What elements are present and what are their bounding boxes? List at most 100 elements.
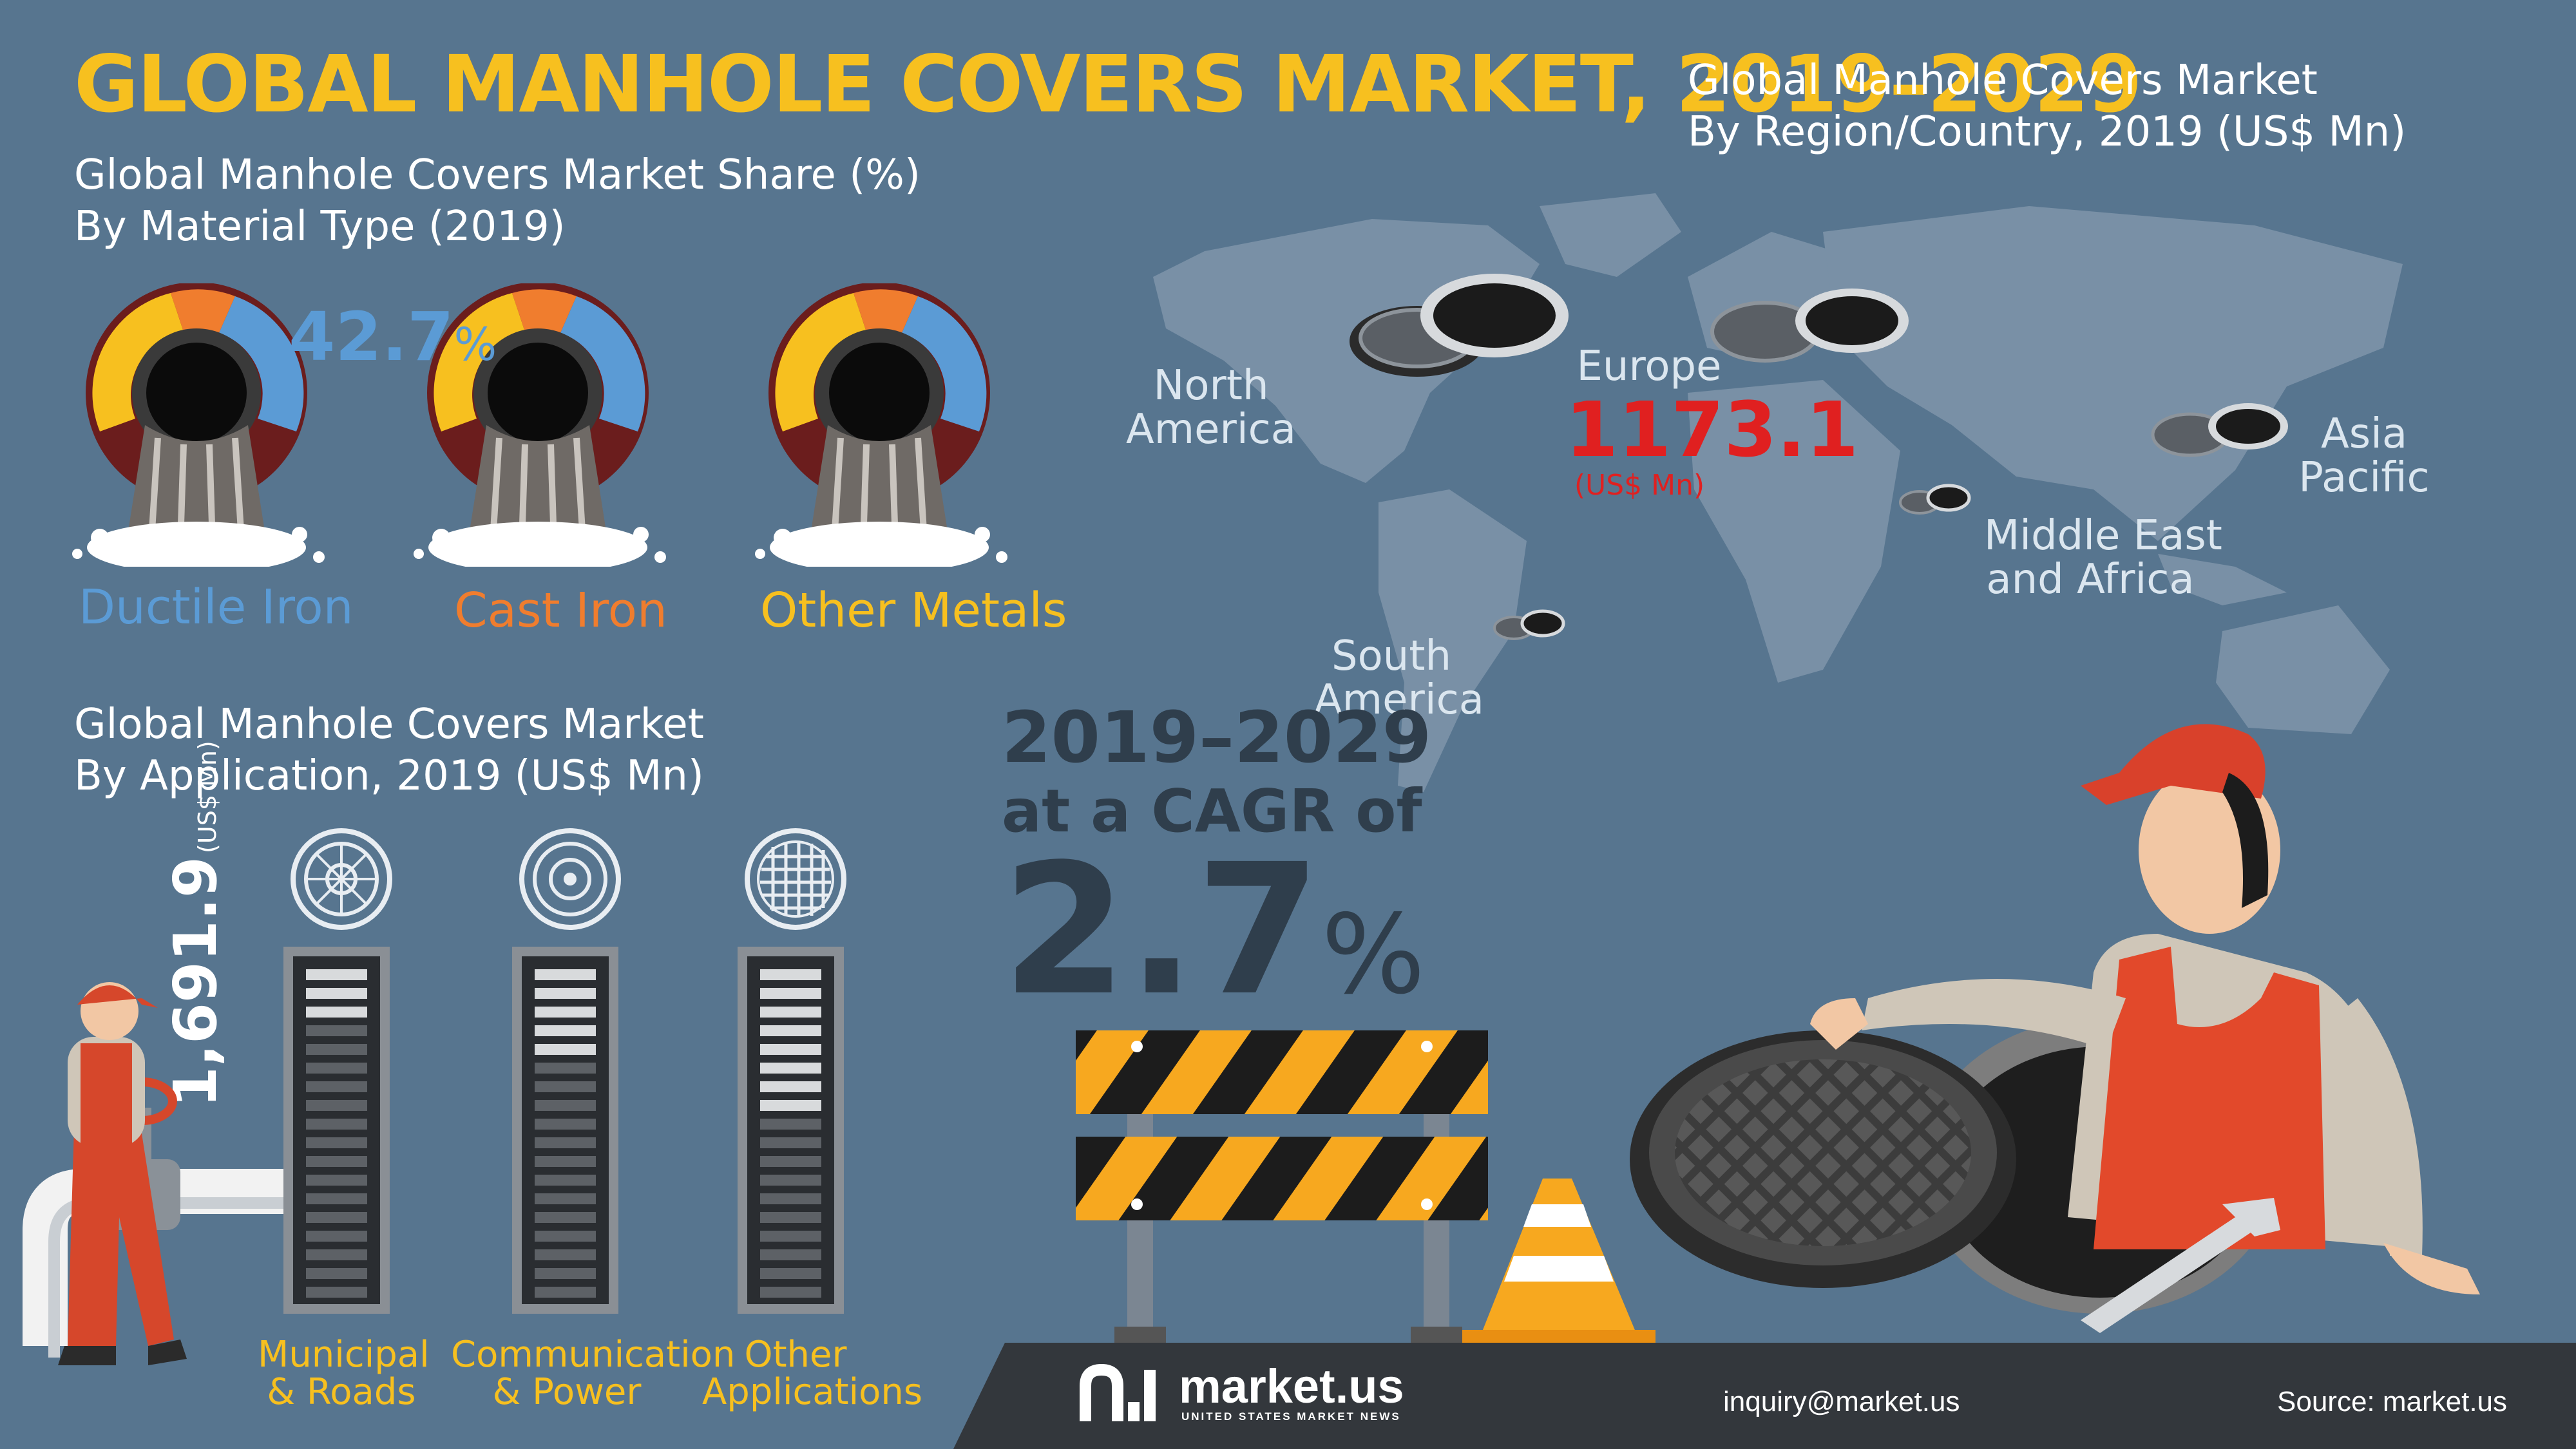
bar-other-applications-segment <box>760 1249 821 1260</box>
ductile-share-unit: % <box>453 318 497 371</box>
bar-communication-power-segment <box>535 1231 596 1242</box>
manhole-icon-other <box>745 828 846 930</box>
bar-communication-power-segment <box>535 1268 596 1279</box>
map-asia <box>1823 206 2403 541</box>
ductile-iron-gauge <box>72 283 325 567</box>
cagr-label: at a CAGR of <box>1002 777 1422 846</box>
europe-covers <box>1710 289 1909 363</box>
material-title-line2: By Material Type (2019) <box>74 203 566 251</box>
mea-covers <box>1899 484 1971 515</box>
valve-worker-illustration <box>23 982 296 1365</box>
footer-tagline: UNITED STATES MARKET NEWS <box>1181 1410 1401 1423</box>
bar-other-applications-segment <box>760 1212 821 1223</box>
bar-communication-power-segment <box>535 1212 596 1223</box>
na-covers <box>1350 274 1569 377</box>
asia-covers <box>2151 403 2288 457</box>
application-section-title: Global Manhole Covers Market By Applicat… <box>74 699 704 802</box>
region-asia-pacific: Asia Pacific <box>2298 410 2430 502</box>
bar-municipal-roads-segment <box>306 1063 367 1074</box>
material-gauges <box>64 283 1044 567</box>
bar-other-applications-segment <box>760 1156 821 1167</box>
bar-communication-power-segment <box>535 1007 596 1018</box>
bar-communication-power-segment <box>535 1063 596 1074</box>
bar-municipal-roads-segment <box>306 1175 367 1186</box>
region-north-america: North America <box>1126 362 1296 453</box>
bar-communication-power-segment <box>535 1081 596 1092</box>
region-section-title: Global Manhole Covers Market By Region/C… <box>1688 55 2406 158</box>
footer-source: Source: market.us <box>2277 1386 2508 1417</box>
europe-value: 1173.1 <box>1565 385 1859 474</box>
application-bars <box>283 828 846 1314</box>
bar-other-applications-segment <box>760 1025 821 1036</box>
footer-bar <box>953 1343 2576 1449</box>
footer-email-link[interactable]: inquiry@market.us <box>1723 1386 1960 1417</box>
bar-other-applications-segment <box>760 1193 821 1204</box>
bar-municipal-roads-segment <box>306 969 367 980</box>
bar-municipal-roads-segment <box>306 1044 367 1055</box>
bar-municipal-roads-segment <box>306 1212 367 1223</box>
bar-municipal-roads-segment <box>306 1007 367 1018</box>
bar-other-applications-segment <box>760 1231 821 1242</box>
barrier-board-bottom <box>1076 1137 1488 1220</box>
label-cast-iron: Cast Iron <box>454 583 667 638</box>
bar-communication-power-segment <box>535 1249 596 1260</box>
bar-other-applications-segment <box>760 988 821 999</box>
region-title-line2: By Region/Country, 2019 (US$ Mn) <box>1688 108 2407 156</box>
ductile-share-number: 42.7 <box>289 298 454 376</box>
bar-municipal-roads-segment <box>306 988 367 999</box>
manhole-icon-municipal <box>291 828 392 930</box>
bar-municipal-roads-segment <box>306 1249 367 1260</box>
wrench <box>2081 1217 2255 1333</box>
bar-communication-power-segment <box>535 1156 596 1167</box>
bar-communication-power-segment <box>535 1119 596 1130</box>
bar-communication-power-segment <box>535 1044 596 1055</box>
bar-other-applications-segment <box>760 1137 821 1148</box>
bar-municipal-roads-segment <box>306 1193 367 1204</box>
bar-communication-power-segment <box>535 1193 596 1204</box>
cagr-period: 2019–2029 <box>1002 696 1432 779</box>
bar-municipal-roads-segment <box>306 1025 367 1036</box>
construction-scene <box>1076 724 2480 1346</box>
bar-other-applications-segment <box>760 1063 821 1074</box>
europe-value-unit: (US$ Mn) <box>1574 469 1705 502</box>
footer-brand: market.us <box>1179 1359 1404 1413</box>
application-title-line2: By Application, 2019 (US$ Mn) <box>74 752 704 800</box>
bar-communication-power-segment <box>535 1137 596 1148</box>
label-other-applications: Other Applications <box>702 1334 923 1413</box>
bar-communication-power-segment <box>535 969 596 980</box>
bar-municipal-roads-segment <box>306 1137 367 1148</box>
market-us-logo-icon <box>1080 1363 1156 1421</box>
map-africa <box>1688 380 1900 683</box>
bar-municipal-roads-segment <box>306 1156 367 1167</box>
sa-covers <box>1493 609 1565 640</box>
bar-communication-power-segment <box>535 988 596 999</box>
map-south-america <box>1379 489 1527 792</box>
bar-communication-power-segment <box>535 1175 596 1186</box>
label-municipal-roads: Municipal & Roads <box>258 1334 430 1413</box>
bar-communication-power-segment <box>535 1287 596 1298</box>
bar-communication-power-segment <box>535 1025 596 1036</box>
bar-municipal-roads-segment <box>306 1231 367 1242</box>
bar-other-applications-segment <box>760 1119 821 1130</box>
bar-communication-power-segment <box>535 1100 596 1111</box>
bar-other-applications-segment <box>760 1100 821 1111</box>
bar-other-applications-segment <box>760 1175 821 1186</box>
cagr-block: 2019–2029 at a CAGR of 2.7% <box>1002 699 1431 1073</box>
cagr-value: 2.7 <box>1002 826 1322 1036</box>
bar-other-applications-segment <box>760 1044 821 1055</box>
bar-municipal-roads-segment <box>306 1268 367 1279</box>
application-value-unit: (US$ Mn) <box>193 741 222 853</box>
page-title: GLOBAL MANHOLE COVERS MARKET, 2019–2029 <box>74 39 2142 130</box>
worker-arm-left <box>1862 979 2126 1050</box>
barrier-board-top <box>1076 1030 1488 1114</box>
bar-other-applications-segment <box>760 1287 821 1298</box>
map-se-asia-islands <box>2158 554 2287 605</box>
material-title-line1: Global Manhole Covers Market Share (%) <box>74 151 921 199</box>
region-title-line1: Global Manhole Covers Market <box>1688 57 2318 104</box>
map-australia <box>2216 605 2390 734</box>
bar-other-applications-segment <box>760 1268 821 1279</box>
region-europe: Europe <box>1576 343 1722 390</box>
world-map <box>1153 193 2403 792</box>
region-south-america: South America <box>1314 632 1484 724</box>
manhole-icon-communication <box>519 828 621 930</box>
